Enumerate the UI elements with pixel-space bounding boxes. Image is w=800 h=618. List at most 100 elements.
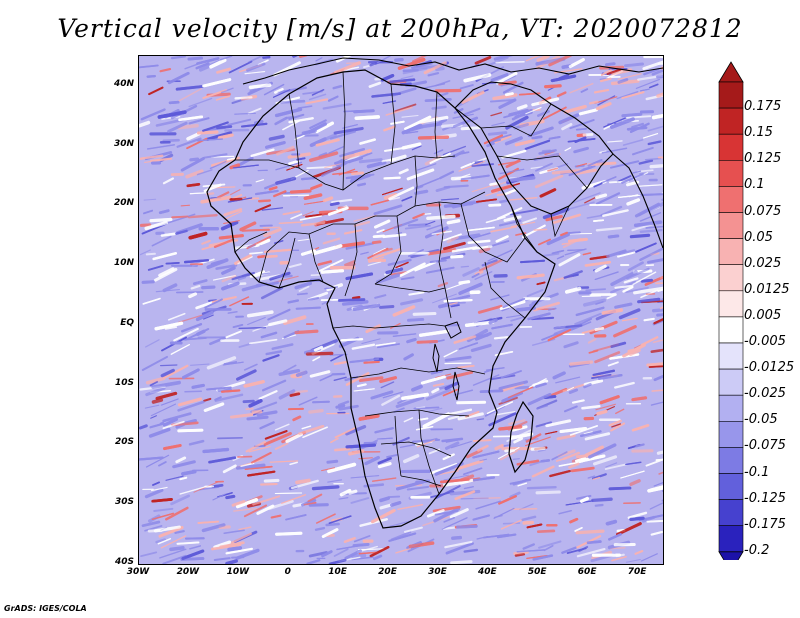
field-streak xyxy=(352,542,370,548)
field-streak xyxy=(338,497,349,500)
colorbar-swatch xyxy=(718,81,744,109)
field-streak xyxy=(470,343,492,352)
field-streak xyxy=(555,376,581,384)
field-streak xyxy=(510,316,525,322)
field-streak xyxy=(219,56,233,61)
field-streak xyxy=(218,234,244,240)
field-streak xyxy=(308,409,324,414)
field-streak xyxy=(145,252,156,256)
field-streak xyxy=(481,259,498,267)
field-streak xyxy=(344,549,362,560)
field-streak xyxy=(243,504,268,518)
field-streak xyxy=(591,497,613,503)
field-streak xyxy=(201,239,211,245)
field-streak xyxy=(276,145,295,156)
field-streak xyxy=(217,436,243,440)
field-streak xyxy=(237,256,253,265)
field-streak xyxy=(144,404,160,409)
field-streak xyxy=(478,247,491,254)
field-streak xyxy=(337,400,350,407)
field-streak xyxy=(209,160,227,170)
field-streak xyxy=(635,78,660,89)
field-streak xyxy=(385,106,413,116)
field-streak xyxy=(299,56,308,58)
field-streak xyxy=(335,56,352,63)
colorbar-swatch xyxy=(718,238,744,266)
field-streak xyxy=(509,197,538,201)
field-streak xyxy=(526,486,557,490)
field-streak xyxy=(235,463,266,470)
field-streak xyxy=(157,110,187,119)
field-streak xyxy=(155,118,184,127)
field-streak xyxy=(329,201,340,207)
field-streak xyxy=(647,140,662,146)
field-streak xyxy=(331,198,353,204)
field-streak xyxy=(591,374,612,379)
field-streak xyxy=(169,546,185,552)
field-streak xyxy=(442,233,462,242)
field-streak xyxy=(442,453,455,461)
field-streak xyxy=(335,404,346,409)
field-streak xyxy=(596,409,608,416)
field-streak xyxy=(531,97,560,107)
field-streak xyxy=(263,478,280,483)
field-streak xyxy=(489,98,516,103)
field-streak xyxy=(165,475,184,481)
field-streak xyxy=(589,255,610,261)
field-streak xyxy=(434,510,459,516)
field-streak xyxy=(400,276,415,281)
field-streak xyxy=(430,369,443,375)
field-streak xyxy=(498,425,523,431)
colorbar-level-label: -0.125 xyxy=(744,490,786,506)
field-streak xyxy=(615,408,625,415)
field-streak xyxy=(406,485,430,491)
field-streak xyxy=(261,379,287,392)
colorbar-max-arrow xyxy=(718,61,744,83)
field-streak xyxy=(265,350,283,356)
field-streak xyxy=(338,168,356,176)
field-streak xyxy=(418,329,449,337)
field-streak xyxy=(223,361,238,365)
field-streak xyxy=(184,328,210,341)
field-streak xyxy=(449,508,469,519)
field-streak xyxy=(628,194,639,198)
field-streak xyxy=(152,252,177,261)
field-streak xyxy=(401,142,422,150)
colorbar-swatch xyxy=(718,107,744,135)
field-streak xyxy=(201,523,226,533)
field-streak xyxy=(616,175,632,183)
field-streak xyxy=(328,558,347,564)
field-streak xyxy=(551,169,581,175)
field-streak xyxy=(144,525,163,532)
field-streak xyxy=(443,516,456,523)
field-streak xyxy=(233,507,258,512)
field-streak xyxy=(411,62,433,69)
field-streak xyxy=(556,91,567,98)
field-streak xyxy=(215,264,238,270)
colorbar-swatch xyxy=(718,290,744,318)
field-streak xyxy=(388,186,415,200)
velocity-field xyxy=(139,56,663,564)
field-streak xyxy=(595,403,616,411)
field-streak xyxy=(157,538,172,545)
field-streak xyxy=(296,292,308,296)
field-streak xyxy=(145,339,160,348)
field-streak xyxy=(533,301,560,312)
field-streak xyxy=(441,437,464,443)
field-streak xyxy=(656,313,663,317)
field-streak xyxy=(517,482,528,487)
lon-tick-label: 70E xyxy=(627,567,647,577)
field-streak xyxy=(499,199,509,204)
field-streak xyxy=(548,56,572,67)
field-streak xyxy=(650,401,663,406)
field-streak xyxy=(292,415,302,422)
field-streak xyxy=(569,517,579,524)
field-streak xyxy=(192,279,208,286)
field-streak xyxy=(328,146,344,154)
field-streak xyxy=(234,96,253,100)
field-streak xyxy=(536,529,556,534)
field-streak xyxy=(185,169,204,179)
field-streak xyxy=(488,318,498,325)
field-streak xyxy=(548,136,561,140)
field-streak xyxy=(270,514,282,519)
